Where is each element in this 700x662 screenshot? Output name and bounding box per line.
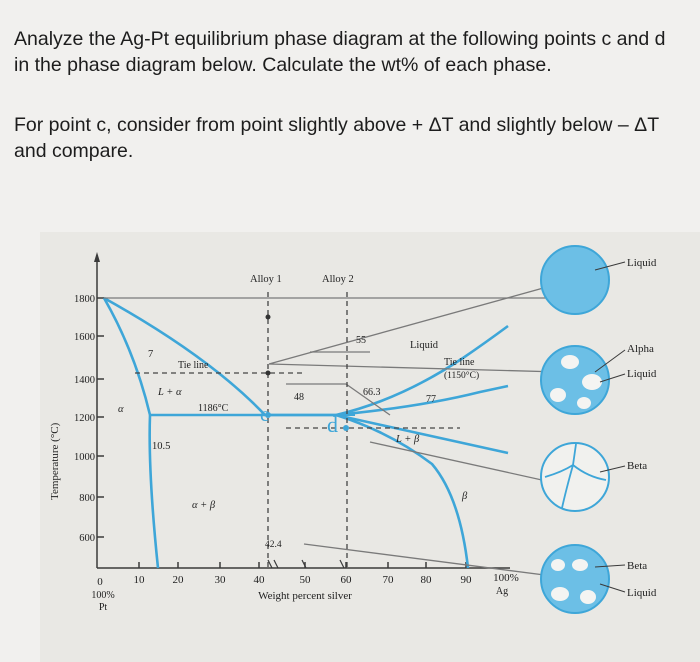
alpha-solvus [148,414,160,569]
liquidus-curve [103,296,509,417]
guide-line-alpha [268,363,561,373]
x-tick-50: 50 [300,574,312,586]
beta-liquid-microstructure [540,544,610,614]
legend-alpha: Alpha [627,343,654,355]
x-tick-0: 0 [97,576,103,588]
beta-solvus [335,413,470,569]
val-77: 77 [426,394,436,405]
x-tick-90: 90 [461,574,473,586]
phase-boundaries [102,296,509,569]
val-10-5: 10.5 [152,441,170,452]
legend-alpha-liquid: Liquid [627,368,657,380]
diagram-labels: Alloy 1 Alloy 2 Tie line Liquid Tie line… [118,274,479,550]
alloy2-label: Alloy 2 [322,274,354,285]
phase-diagram-svg: 1800 1600 1400 1200 1000 800 600 Tempera… [49,245,657,614]
x-axis-label: Weight percent silver [258,590,352,602]
solidus-beta [335,413,509,455]
guide-lines [104,281,566,578]
y-tick-1600: 1600 [74,332,95,343]
tie-lines [135,292,460,568]
y-tick-1000: 1000 [74,452,95,463]
beta-label: β [461,491,468,502]
x-left-end-element: Pt [99,602,108,613]
x-tick-20: 20 [173,574,185,586]
guide-line-beta [369,441,561,485]
val-48: 48 [294,392,304,403]
beta-microstructure [540,442,610,512]
alloy1-marker-top [265,314,271,320]
point-c-label: c [260,404,269,426]
guide-line-bottom [303,543,561,578]
x-tick-40: 40 [254,574,266,586]
y-tick-600: 600 [79,533,95,544]
question-paragraph-1: Analyze the Ag-Pt equilibrium phase diag… [14,28,666,76]
legend-leaders [594,261,626,593]
y-tick-800: 800 [79,493,95,504]
tie-line-left-label: Tie line [178,360,209,371]
solidus-alpha [102,297,152,416]
liquid-region-label: Liquid [410,340,439,351]
alloy1-label: Alloy 1 [250,274,282,285]
y-axis-label: Temperature (°C) [49,422,61,500]
y-axis-arrow [94,252,100,262]
val-66-3: 66.3 [363,387,381,398]
guide-line-liquid [268,281,566,365]
y-tick-1800: 1800 [74,294,95,305]
alpha-beta-label: α + β [192,500,216,511]
phase-diagram-figure: 1800 1600 1400 1200 1000 800 600 Tempera… [40,232,700,662]
x-tick-10: 10 [134,574,146,586]
legend-beta-liquid: Liquid [627,587,657,599]
l-beta-label: L + β [395,434,420,445]
x-tick-70: 70 [383,574,395,586]
axes [94,252,510,569]
microstructure-legend [540,245,610,614]
question-paragraph-2: For point c, consider from point slightl… [14,114,659,162]
x-left-end-percent: 100% [91,590,114,601]
x-tick-30: 30 [215,574,227,586]
x-tick-labels: 0 10 20 30 40 50 60 70 80 90 100% 100% P… [91,572,519,613]
legend-beta: Beta [627,460,647,472]
val-42-4: 42.4 [265,540,282,550]
val-55: 55 [356,335,366,346]
tie-line-right-temp: (1150°C) [444,370,479,381]
y-tick-labels: 1800 1600 1400 1200 1000 800 600 [74,294,95,544]
legend-beta2: Beta [627,560,647,572]
alpha-label: α [118,404,124,415]
y-tick-1400: 1400 [74,375,95,386]
point-d-dot [343,425,349,431]
legend-liquid: Liquid [627,257,657,269]
x-tick-80: 80 [421,574,433,586]
alpha-liquid-microstructure [540,345,610,415]
x-right-end-element: Ag [496,586,508,597]
x-tick-100: 100% [493,572,519,584]
point-d-label: d [327,412,338,437]
iso-1186-label: 1186°C [198,403,229,414]
l-alpha-label: L + α [157,387,182,398]
y-tick-1200: 1200 [74,413,95,424]
val-7: 7 [148,349,153,360]
alloy1-marker-mid [265,370,271,376]
beta-upper-boundary [335,384,509,417]
liquid-microstructure [540,245,610,315]
point-c-dot [265,412,271,418]
tie-line-right-label: Tie line [444,357,475,368]
x-tick-60: 60 [341,574,353,586]
legend-labels: Liquid Alpha Liquid Beta Beta Liquid [627,257,657,599]
